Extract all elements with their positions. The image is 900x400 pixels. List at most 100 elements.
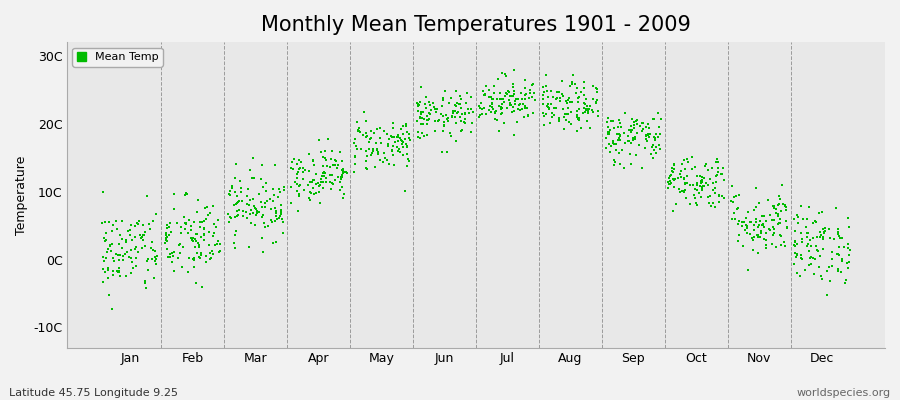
Point	[167, 268, 182, 274]
Point	[188, 244, 202, 250]
Point	[537, 122, 552, 128]
Point	[807, 218, 822, 224]
Point	[325, 148, 339, 154]
Point	[500, 104, 515, 111]
Point	[448, 108, 463, 114]
Point	[323, 172, 338, 178]
Point	[231, 212, 246, 218]
Point	[842, 214, 856, 221]
Point	[508, 101, 522, 107]
Point	[612, 132, 626, 138]
Point	[415, 129, 429, 136]
Point	[97, 258, 112, 264]
Point	[369, 140, 383, 146]
Point	[740, 230, 754, 236]
Point	[483, 103, 498, 110]
Point	[146, 218, 160, 224]
Point	[703, 176, 717, 182]
Point	[124, 254, 139, 261]
Point	[302, 188, 317, 195]
Point	[671, 175, 686, 182]
Point	[545, 94, 560, 100]
Point	[743, 219, 758, 225]
Point	[382, 135, 396, 142]
Point	[498, 93, 512, 100]
Point	[244, 220, 258, 226]
Point	[189, 238, 203, 244]
Point	[370, 146, 384, 152]
Point	[482, 106, 496, 113]
Point	[444, 133, 458, 139]
Point	[542, 106, 556, 112]
Point	[647, 116, 662, 123]
Point	[330, 174, 345, 180]
Point	[240, 215, 255, 221]
Point	[292, 156, 306, 163]
Point	[320, 163, 334, 170]
Point	[171, 255, 185, 262]
Point	[769, 210, 783, 216]
Point	[525, 82, 539, 88]
Point	[364, 152, 378, 158]
Point	[103, 218, 117, 225]
Point	[707, 190, 722, 196]
Point	[385, 148, 400, 154]
Point	[178, 190, 193, 196]
Point	[788, 242, 802, 249]
Point	[564, 78, 579, 85]
Text: Latitude 45.75 Longitude 9.25: Latitude 45.75 Longitude 9.25	[9, 388, 178, 398]
Point	[764, 241, 778, 247]
Point	[274, 208, 289, 215]
Point	[832, 233, 846, 239]
Point	[306, 185, 320, 191]
Point	[767, 217, 781, 224]
Point	[694, 178, 708, 184]
Point	[578, 101, 592, 108]
Point	[756, 222, 770, 228]
Point	[746, 207, 760, 214]
Point	[247, 196, 261, 202]
Point	[240, 193, 255, 199]
Point	[841, 241, 855, 247]
Point	[590, 88, 605, 95]
Point	[731, 205, 745, 211]
Point	[297, 186, 311, 193]
Point	[706, 186, 720, 193]
Point	[751, 224, 765, 230]
Point	[814, 272, 828, 279]
Point	[639, 136, 653, 143]
Point	[616, 130, 631, 136]
Point	[420, 117, 435, 123]
Point	[615, 147, 629, 154]
Point	[353, 129, 367, 136]
Point	[696, 178, 710, 185]
Point	[268, 162, 283, 168]
Point	[235, 198, 249, 204]
Point	[667, 177, 681, 183]
Point	[609, 141, 624, 147]
Point	[707, 204, 722, 210]
Point	[347, 140, 362, 146]
Point	[347, 168, 362, 175]
Point	[787, 216, 801, 222]
Point	[212, 238, 226, 244]
Point	[485, 101, 500, 108]
Point	[415, 115, 429, 121]
Point	[455, 126, 470, 133]
Point	[302, 189, 317, 195]
Point	[585, 107, 599, 113]
Point	[184, 226, 198, 233]
Point	[146, 247, 160, 254]
Point	[211, 240, 225, 247]
Point	[814, 252, 828, 259]
Point	[806, 220, 821, 226]
Point	[363, 136, 377, 142]
Point	[735, 223, 750, 229]
Point	[229, 201, 243, 207]
Point	[230, 212, 244, 219]
Point	[552, 89, 566, 95]
Point	[255, 213, 269, 220]
Point	[350, 127, 365, 134]
Point	[246, 210, 260, 216]
Point	[158, 232, 173, 238]
